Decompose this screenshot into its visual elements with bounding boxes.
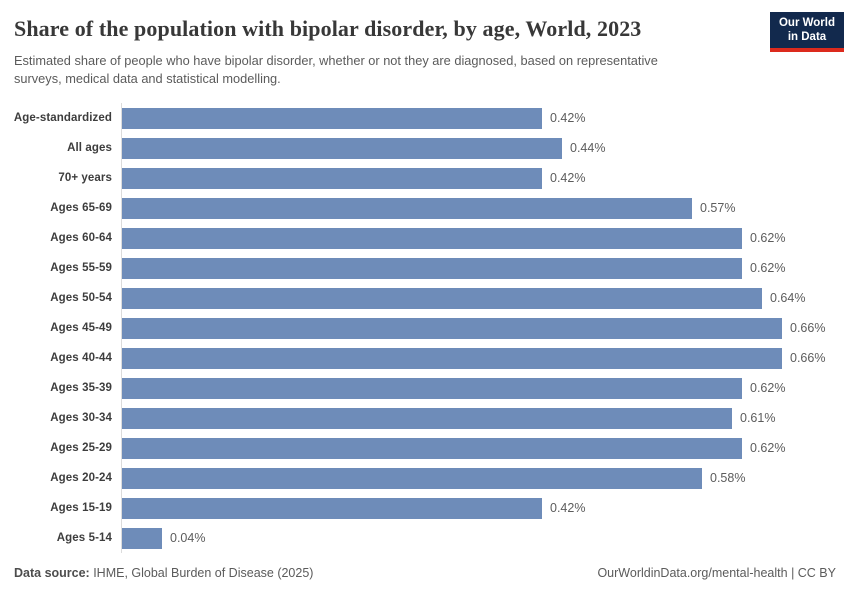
bar-row: Ages 15-19 0.42% — [0, 493, 850, 523]
owid-logo-line2: in Data — [787, 30, 827, 43]
value-label: 0.61% — [740, 411, 776, 425]
bar[interactable] — [122, 257, 742, 279]
bar-row: All ages 0.44% — [0, 133, 850, 163]
bar-row: Age-standardized 0.42% — [0, 103, 850, 133]
bar-wrap: 0.64% — [122, 287, 806, 309]
bar-row: Ages 60-64 0.62% — [0, 223, 850, 253]
bar-row: Ages 40-44 0.66% — [0, 343, 850, 373]
bar-wrap: 0.42% — [122, 497, 586, 519]
value-label: 0.42% — [550, 171, 586, 185]
category-label: Ages 50-54 — [50, 292, 112, 304]
value-label: 0.58% — [710, 471, 746, 485]
bar[interactable] — [122, 407, 732, 429]
bar-row: 70+ years 0.42% — [0, 163, 850, 193]
category-label: Ages 65-69 — [50, 202, 112, 214]
footer: Data source: IHME, Global Burden of Dise… — [14, 566, 836, 580]
bar-wrap: 0.42% — [122, 167, 586, 189]
bar-wrap: 0.62% — [122, 257, 786, 279]
bar-row: Ages 55-59 0.62% — [0, 253, 850, 283]
bar-wrap: 0.66% — [122, 317, 826, 339]
category-label: Ages 5-14 — [56, 532, 112, 544]
credit-link[interactable]: OurWorldinData.org/mental-health | CC BY — [597, 566, 836, 580]
bar[interactable] — [122, 347, 782, 369]
bar[interactable] — [122, 527, 162, 549]
bar-chart: Age-standardized 0.42% All ages 0.44% 70… — [0, 103, 850, 553]
value-label: 0.64% — [770, 291, 806, 305]
data-source-text: IHME, Global Burden of Disease (2025) — [89, 566, 314, 580]
bar[interactable] — [122, 227, 742, 249]
value-label: 0.04% — [170, 531, 206, 545]
bar-wrap: 0.58% — [122, 467, 746, 489]
bar-row: Ages 5-14 0.04% — [0, 523, 850, 553]
bar-wrap: 0.42% — [122, 107, 586, 129]
bar-row: Ages 20-24 0.58% — [0, 463, 850, 493]
bar-wrap: 0.61% — [122, 407, 776, 429]
value-label: 0.57% — [700, 201, 736, 215]
bar[interactable] — [122, 437, 742, 459]
bar-wrap: 0.62% — [122, 227, 786, 249]
bar-wrap: 0.57% — [122, 197, 736, 219]
bar[interactable] — [122, 137, 562, 159]
data-source-label: Data source: — [14, 566, 90, 580]
chart-title: Share of the population with bipolar dis… — [14, 16, 642, 41]
bar-row: Ages 25-29 0.62% — [0, 433, 850, 463]
value-label: 0.62% — [750, 261, 786, 275]
y-axis-line — [121, 103, 122, 553]
category-label: Ages 55-59 — [50, 262, 112, 274]
chart-subtitle: Estimated share of people who have bipol… — [14, 53, 658, 86]
category-label: Ages 40-44 — [50, 352, 112, 364]
bar-wrap: 0.04% — [122, 527, 206, 549]
bar-row: Ages 35-39 0.62% — [0, 373, 850, 403]
data-source: Data source: IHME, Global Burden of Dise… — [14, 566, 313, 580]
category-label: Ages 30-34 — [50, 412, 112, 424]
bar[interactable] — [122, 377, 742, 399]
value-label: 0.44% — [570, 141, 606, 155]
bar-row: Ages 30-34 0.61% — [0, 403, 850, 433]
bar[interactable] — [122, 197, 692, 219]
bar-row: Ages 50-54 0.64% — [0, 283, 850, 313]
category-label: Ages 60-64 — [50, 232, 112, 244]
owid-logo-line1: Our World — [778, 17, 835, 29]
value-label: 0.42% — [550, 501, 586, 515]
bar[interactable] — [122, 497, 542, 519]
bar[interactable] — [122, 167, 542, 189]
category-label: Ages 15-19 — [50, 502, 112, 514]
category-label: Age-standardized — [13, 112, 112, 124]
value-label: 0.62% — [750, 441, 786, 455]
bar-wrap: 0.66% — [122, 347, 826, 369]
category-label: Ages 20-24 — [50, 472, 112, 484]
category-label: Ages 25-29 — [50, 442, 112, 454]
bar-row: Ages 45-49 0.66% — [0, 313, 850, 343]
value-label: 0.42% — [550, 111, 586, 125]
category-label: Ages 35-39 — [50, 382, 112, 394]
value-label: 0.66% — [790, 321, 826, 335]
category-label: Ages 45-49 — [50, 322, 112, 334]
bar-row: Ages 65-69 0.57% — [0, 193, 850, 223]
value-label: 0.62% — [750, 381, 786, 395]
bar-wrap: 0.62% — [122, 437, 786, 459]
category-label: 70+ years — [58, 172, 112, 184]
bar-wrap: 0.44% — [122, 137, 606, 159]
bar[interactable] — [122, 287, 762, 309]
bar[interactable] — [122, 317, 782, 339]
owid-logo[interactable]: Our World in Data — [770, 12, 844, 52]
category-label: All ages — [67, 142, 112, 154]
bar[interactable] — [122, 467, 702, 489]
value-label: 0.66% — [790, 351, 826, 365]
bar[interactable] — [122, 107, 542, 129]
value-label: 0.62% — [750, 231, 786, 245]
bar-wrap: 0.62% — [122, 377, 786, 399]
